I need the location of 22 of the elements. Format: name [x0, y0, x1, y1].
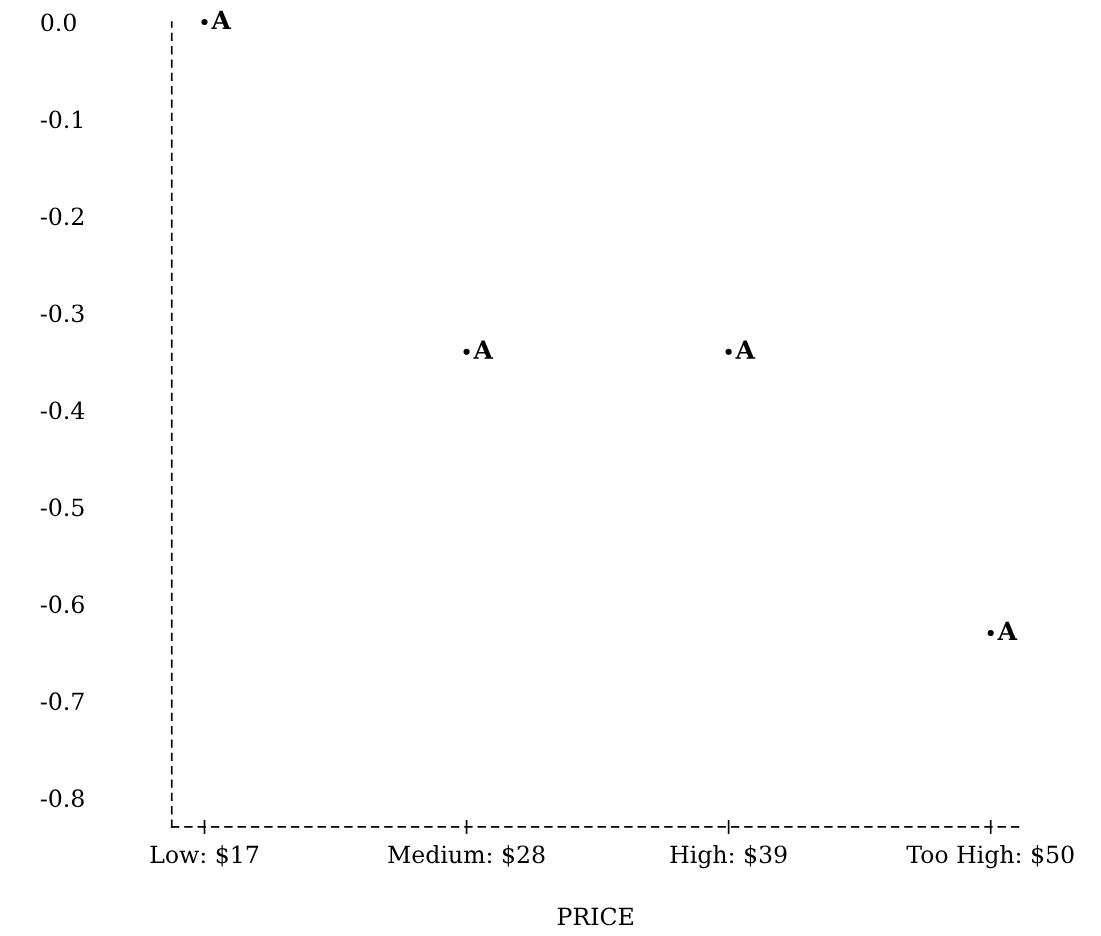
annotation: A	[473, 340, 494, 359]
y-tick-label: -0.8	[40, 789, 84, 808]
y-tick-label: 0.0	[41, 13, 76, 32]
y-tick-label: -0.7	[40, 692, 84, 711]
x-tick-label: Too High: $50	[906, 845, 1074, 869]
annotation: A	[211, 10, 232, 29]
point	[725, 348, 732, 355]
x-tick-label: High: $39	[670, 845, 787, 869]
annotation: A	[997, 621, 1018, 640]
point	[201, 18, 208, 26]
point	[463, 348, 470, 355]
y-tick-label: -0.6	[40, 595, 84, 614]
point	[987, 629, 994, 637]
x-tick-label: Medium: $28	[388, 845, 545, 867]
y-tick-label: -0.2	[40, 207, 84, 226]
y-tick-label: -0.5	[40, 498, 84, 517]
annotation: A	[735, 340, 756, 359]
y-tick-label: -0.3	[40, 304, 84, 323]
x-axis-title: PRICE	[557, 907, 633, 926]
x-tick-label: Low: $17	[150, 845, 259, 867]
y-tick-label: -0.4	[40, 401, 85, 420]
y-tick-label: -0.1	[40, 110, 82, 129]
